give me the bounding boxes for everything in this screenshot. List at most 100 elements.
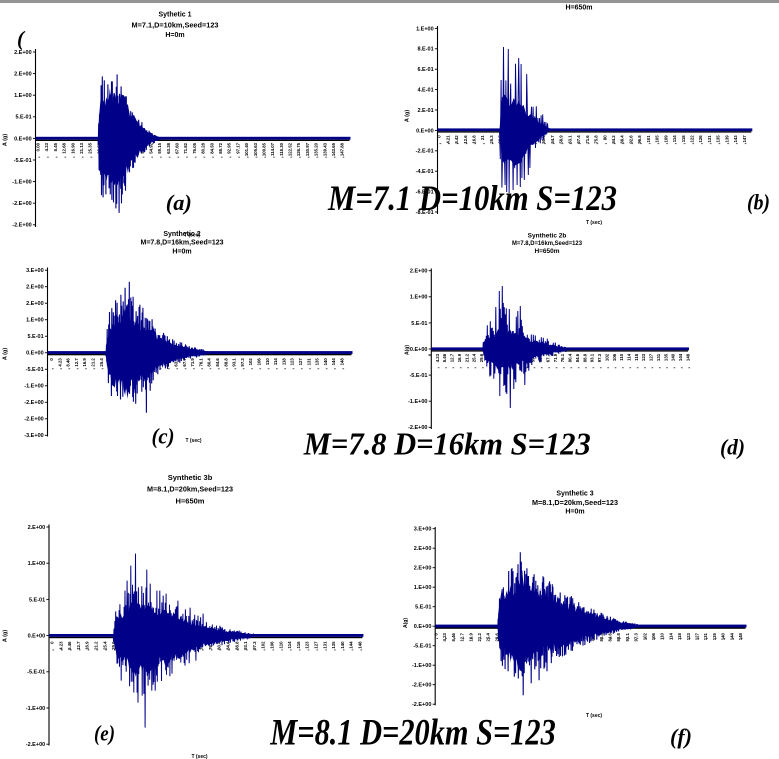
svg-text:130.97: 130.97 [305,142,310,156]
svg-text:-1.E+00: -1.E+00 [26,706,45,712]
svg-text:135.20: 135.20 [314,142,319,156]
svg-text:139: 139 [724,135,729,143]
svg-text:131: 131 [707,135,712,143]
svg-text:(d): (d) [720,435,745,460]
svg-text:144: 144 [349,641,354,649]
svg-text:92.95: 92.95 [227,142,232,153]
svg-text:-4.E-01: -4.E-01 [416,169,434,175]
svg-text:2.E+00: 2.E+00 [414,546,432,552]
svg-text:12.7: 12.7 [74,358,79,367]
svg-text:5.E-01: 5.E-01 [15,115,31,121]
svg-text:0.E+00: 0.E+00 [26,351,44,357]
svg-text:118: 118 [681,135,686,143]
svg-text:84.6: 84.6 [608,633,613,642]
svg-text:106: 106 [651,632,656,640]
svg-text:-2.E+00: -2.E+00 [12,223,31,229]
svg-text:4.23: 4.23 [442,633,447,642]
svg-text:5.E-01: 5.E-01 [415,605,431,611]
svg-text:71.6: 71.6 [585,135,590,144]
svg-text:M=7.1,D=10km,Seed=123: M=7.1,D=10km,Seed=123 [132,22,219,29]
svg-text:0.E+00: 0.E+00 [414,624,432,630]
svg-text:-1.E+00: -1.E+00 [408,399,427,405]
svg-text:147: 147 [742,135,747,143]
svg-text:21.2: 21.2 [464,353,469,362]
svg-text:16.90: 16.90 [70,142,75,153]
svg-text:21.13: 21.13 [79,142,84,153]
svg-text:139.43: 139.43 [322,142,327,156]
svg-text:Synthetic 2b: Synthetic 2b [528,233,567,240]
svg-text:12.7: 12.7 [460,633,465,642]
svg-text:93.1: 93.1 [590,353,595,362]
svg-text:M=7.8,D=16km,Seed=123: M=7.8,D=16km,Seed=123 [141,240,224,247]
svg-text:Synthetic 3: Synthetic 3 [556,491,593,498]
svg-text:0: 0 [434,632,439,635]
svg-text:29.6: 29.6 [111,641,116,650]
svg-text:131: 131 [703,632,708,640]
svg-text:-8.E-01: -8.E-01 [416,210,434,216]
svg-text:1.E+00: 1.E+00 [14,93,32,99]
svg-text:84.6: 84.6 [215,358,220,367]
svg-text:2.E+00: 2.E+00 [14,50,32,56]
svg-text:84.50: 84.50 [209,142,214,153]
svg-text:97.17: 97.17 [235,142,240,153]
svg-text:131: 131 [656,353,661,361]
svg-text:0.E+00: 0.E+00 [14,136,32,142]
svg-text:-5.E-01: -5.E-01 [14,158,32,164]
svg-text:4.23: 4.23 [44,142,49,151]
svg-text:2.E+00: 2.E+00 [26,285,44,291]
svg-text:127: 127 [314,641,319,649]
svg-text:-2.E+00: -2.E+00 [412,702,431,708]
svg-text:-1.E+00: -1.E+00 [412,663,431,669]
svg-text:148: 148 [685,353,690,361]
svg-text:H=0m: H=0m [172,249,191,256]
svg-text:-2.E+00: -2.E+00 [12,201,31,207]
svg-text:88.4: 88.4 [620,135,625,144]
svg-text:109.85: 109.85 [261,142,266,156]
svg-text:8.45: 8.45 [53,142,58,151]
svg-text:2.E+00: 2.E+00 [410,269,428,275]
svg-text:143: 143 [733,135,738,143]
svg-text:-1.E+00: -1.E+00 [24,384,43,390]
svg-text:21: 21 [480,135,485,140]
svg-text:(: ( [17,27,26,51]
svg-text:A(g): A(g) [405,345,411,355]
svg-text:4.23: 4.23 [58,641,63,650]
svg-text:21.2: 21.2 [91,358,96,367]
svg-text:106: 106 [612,353,617,361]
svg-text:80: 80 [602,135,607,140]
svg-text:123: 123 [290,358,295,366]
svg-text:144: 144 [729,632,734,640]
svg-text:140: 140 [323,358,328,366]
svg-text:29.6: 29.6 [494,633,499,642]
svg-text:T (sec): T (sec) [184,233,200,239]
svg-text:135: 135 [315,358,320,366]
svg-text:21.2: 21.2 [477,633,482,642]
svg-text:84.2: 84.2 [611,135,616,144]
svg-text:0: 0 [428,353,433,356]
svg-text:(c): (c) [152,424,175,449]
svg-text:0: 0 [49,358,54,361]
svg-text:135: 135 [663,353,668,361]
svg-text:25.3: 25.3 [489,135,494,144]
svg-text:-5.E-01: -5.E-01 [26,367,44,373]
svg-text:118.30: 118.30 [279,142,284,156]
svg-text:93.1: 93.1 [243,641,248,650]
svg-text:127: 127 [298,358,303,366]
svg-text:71.82: 71.82 [183,142,188,153]
svg-text:-2.E+00: -2.E+00 [412,683,431,689]
svg-text:1.E+00: 1.E+00 [28,561,46,567]
svg-text:M=7.8,D=16km,Seed=123: M=7.8,D=16km,Seed=123 [512,240,582,247]
svg-text:-3.E+00: -3.E+00 [24,433,43,439]
svg-text:88.72: 88.72 [218,142,223,153]
svg-text:96.8: 96.8 [637,135,642,144]
svg-text:16.9: 16.9 [82,358,87,367]
svg-text:-2.E-01: -2.E-01 [416,149,434,155]
svg-text:-2.E+00: -2.E+00 [408,425,427,431]
svg-text:84.6: 84.6 [575,353,580,362]
svg-text:76.1: 76.1 [208,641,213,650]
svg-text:110: 110 [265,358,270,366]
svg-text:97.3: 97.3 [634,633,639,642]
svg-text:25.4: 25.4 [486,633,491,642]
svg-text:25.4: 25.4 [102,641,107,650]
svg-text:8.46: 8.46 [451,633,456,642]
